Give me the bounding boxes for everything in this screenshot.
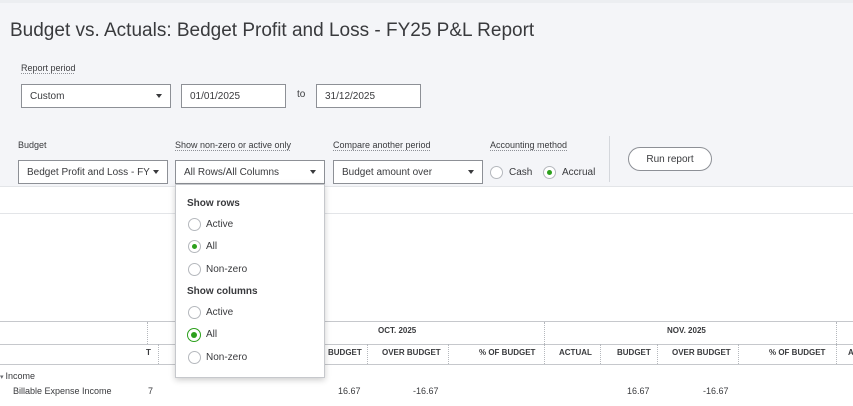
report-header-band [0, 0, 853, 146]
budget-select[interactable]: Bedget Profit and Loss - FY [18, 160, 168, 184]
filter-divider [609, 136, 610, 182]
row-oct-over: -16.67 [413, 386, 439, 396]
col-sep [147, 322, 148, 344]
accounting-method-label: Accounting method [490, 140, 568, 150]
report-period-value: Custom [30, 90, 65, 102]
sub-sep [158, 344, 159, 364]
page-title: Budget vs. Actuals: Bedget Profit and Lo… [10, 20, 535, 41]
filter-bottom-line [0, 186, 853, 187]
budget-label: Budget [18, 140, 47, 150]
header-mid-line [0, 344, 853, 345]
sub-sep [367, 344, 368, 364]
sub-sep [657, 344, 658, 364]
col-header-nov-budget: BUDGET [617, 348, 651, 357]
end-date-value: 31/12/2025 [325, 90, 376, 102]
group-header-oct: OCT. 2025 [378, 326, 417, 335]
col-header-oct-budget: BUDGET [328, 348, 362, 357]
run-report-button[interactable]: Run report [628, 147, 712, 171]
start-date-input[interactable]: 01/01/2025 [181, 84, 286, 108]
col-header-nov-over: OVER BUDGET [672, 348, 731, 357]
show-rows-heading: Show rows [187, 198, 240, 209]
compare-select[interactable]: Budget amount over [333, 160, 483, 184]
row-nov-budget[interactable]: 16.67 [627, 386, 650, 396]
top-strip [0, 0, 853, 3]
to-label: to [297, 89, 306, 100]
col-header-t: T [146, 348, 151, 357]
col-header-nov-actual: ACTUAL [559, 348, 592, 357]
col-header-oct-over: OVER BUDGET [382, 348, 441, 357]
chevron-down-icon [468, 170, 474, 174]
col-header-oct-pct: % OF BUDGET [479, 348, 536, 357]
cash-radio[interactable] [490, 166, 503, 179]
col-header-a: A [848, 348, 853, 357]
rows-active-radio[interactable] [188, 218, 201, 231]
nonzero-dropdown-menu: Show rows Active All Non-zero Show colum… [175, 184, 325, 378]
caret-down-icon: ▾ [0, 374, 6, 381]
accrual-radio[interactable] [543, 166, 556, 179]
rows-nonzero-radio[interactable] [188, 263, 201, 276]
chevron-down-icon [156, 94, 162, 98]
rows-active-label[interactable]: Active [206, 219, 234, 230]
chevron-down-icon [310, 170, 316, 174]
end-date-input[interactable]: 31/12/2025 [316, 84, 421, 108]
show-columns-heading: Show columns [187, 286, 258, 297]
cols-active-label[interactable]: Active [206, 307, 234, 318]
cols-all-radio[interactable] [187, 328, 201, 342]
cols-nonzero-label[interactable]: Non-zero [206, 352, 248, 363]
row-nov-over: -16.67 [703, 386, 729, 396]
sub-sep [544, 344, 545, 364]
col-sep [544, 322, 545, 344]
row-billable-expense-income[interactable]: Billable Expense Income [13, 386, 112, 396]
col-header-nov-pct: % OF BUDGET [769, 348, 826, 357]
section-income[interactable]: ▾ Income [0, 371, 35, 381]
report-period-select[interactable]: Custom [21, 84, 171, 108]
budget-value: Bedget Profit and Loss - FY [27, 166, 150, 178]
nonzero-value: All Rows/All Columns [184, 166, 280, 178]
start-date-value: 01/01/2025 [190, 90, 241, 102]
toolbar-line [0, 213, 853, 214]
sub-sep [738, 344, 739, 364]
cols-all-label[interactable]: All [206, 329, 218, 340]
sub-sep [836, 344, 837, 364]
group-header-nov: NOV. 2025 [667, 326, 706, 335]
accrual-label: Accrual [562, 167, 596, 178]
sub-sep [600, 344, 601, 364]
cols-nonzero-radio[interactable] [188, 351, 201, 364]
header-bottom-line [0, 364, 853, 365]
nonzero-label: Show non-zero or active only [175, 140, 292, 150]
cash-label: Cash [509, 167, 533, 178]
chevron-down-icon [153, 170, 159, 174]
row-t-value: 7 [148, 386, 154, 396]
compare-label: Compare another period [333, 140, 431, 150]
report-period-label: Report period [21, 63, 76, 73]
rows-all-label[interactable]: All [206, 241, 218, 252]
sub-sep [448, 344, 449, 364]
col-sep [836, 322, 837, 344]
cols-active-radio[interactable] [188, 306, 201, 319]
section-income-label: Income [5, 371, 35, 381]
row-oct-budget[interactable]: 16.67 [338, 386, 361, 396]
rows-nonzero-label[interactable]: Non-zero [206, 264, 248, 275]
rows-all-radio[interactable] [188, 240, 201, 253]
table-header-top [0, 321, 853, 344]
compare-value: Budget amount over [342, 166, 433, 178]
nonzero-select[interactable]: All Rows/All Columns [175, 160, 325, 184]
